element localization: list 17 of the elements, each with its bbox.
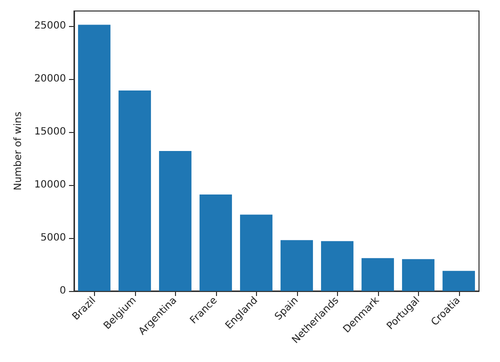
- bar: [159, 151, 192, 291]
- bar: [402, 259, 434, 291]
- y-tick-label: 5000: [40, 232, 66, 244]
- y-tick-label: 0: [60, 286, 66, 296]
- bar: [118, 90, 151, 291]
- bar: [200, 194, 232, 291]
- y-tick-label: 25000: [34, 20, 66, 32]
- bar: [442, 270, 475, 291]
- y-tick-label: 10000: [34, 179, 66, 190]
- bar: [321, 241, 354, 291]
- bar: [78, 24, 110, 291]
- bar: [240, 214, 272, 291]
- bar: [280, 240, 313, 291]
- bar: [362, 258, 394, 291]
- y-tick-label: 20000: [34, 73, 66, 84]
- y-axis-title: Number of wins: [12, 112, 24, 190]
- y-tick-label: 15000: [34, 126, 66, 138]
